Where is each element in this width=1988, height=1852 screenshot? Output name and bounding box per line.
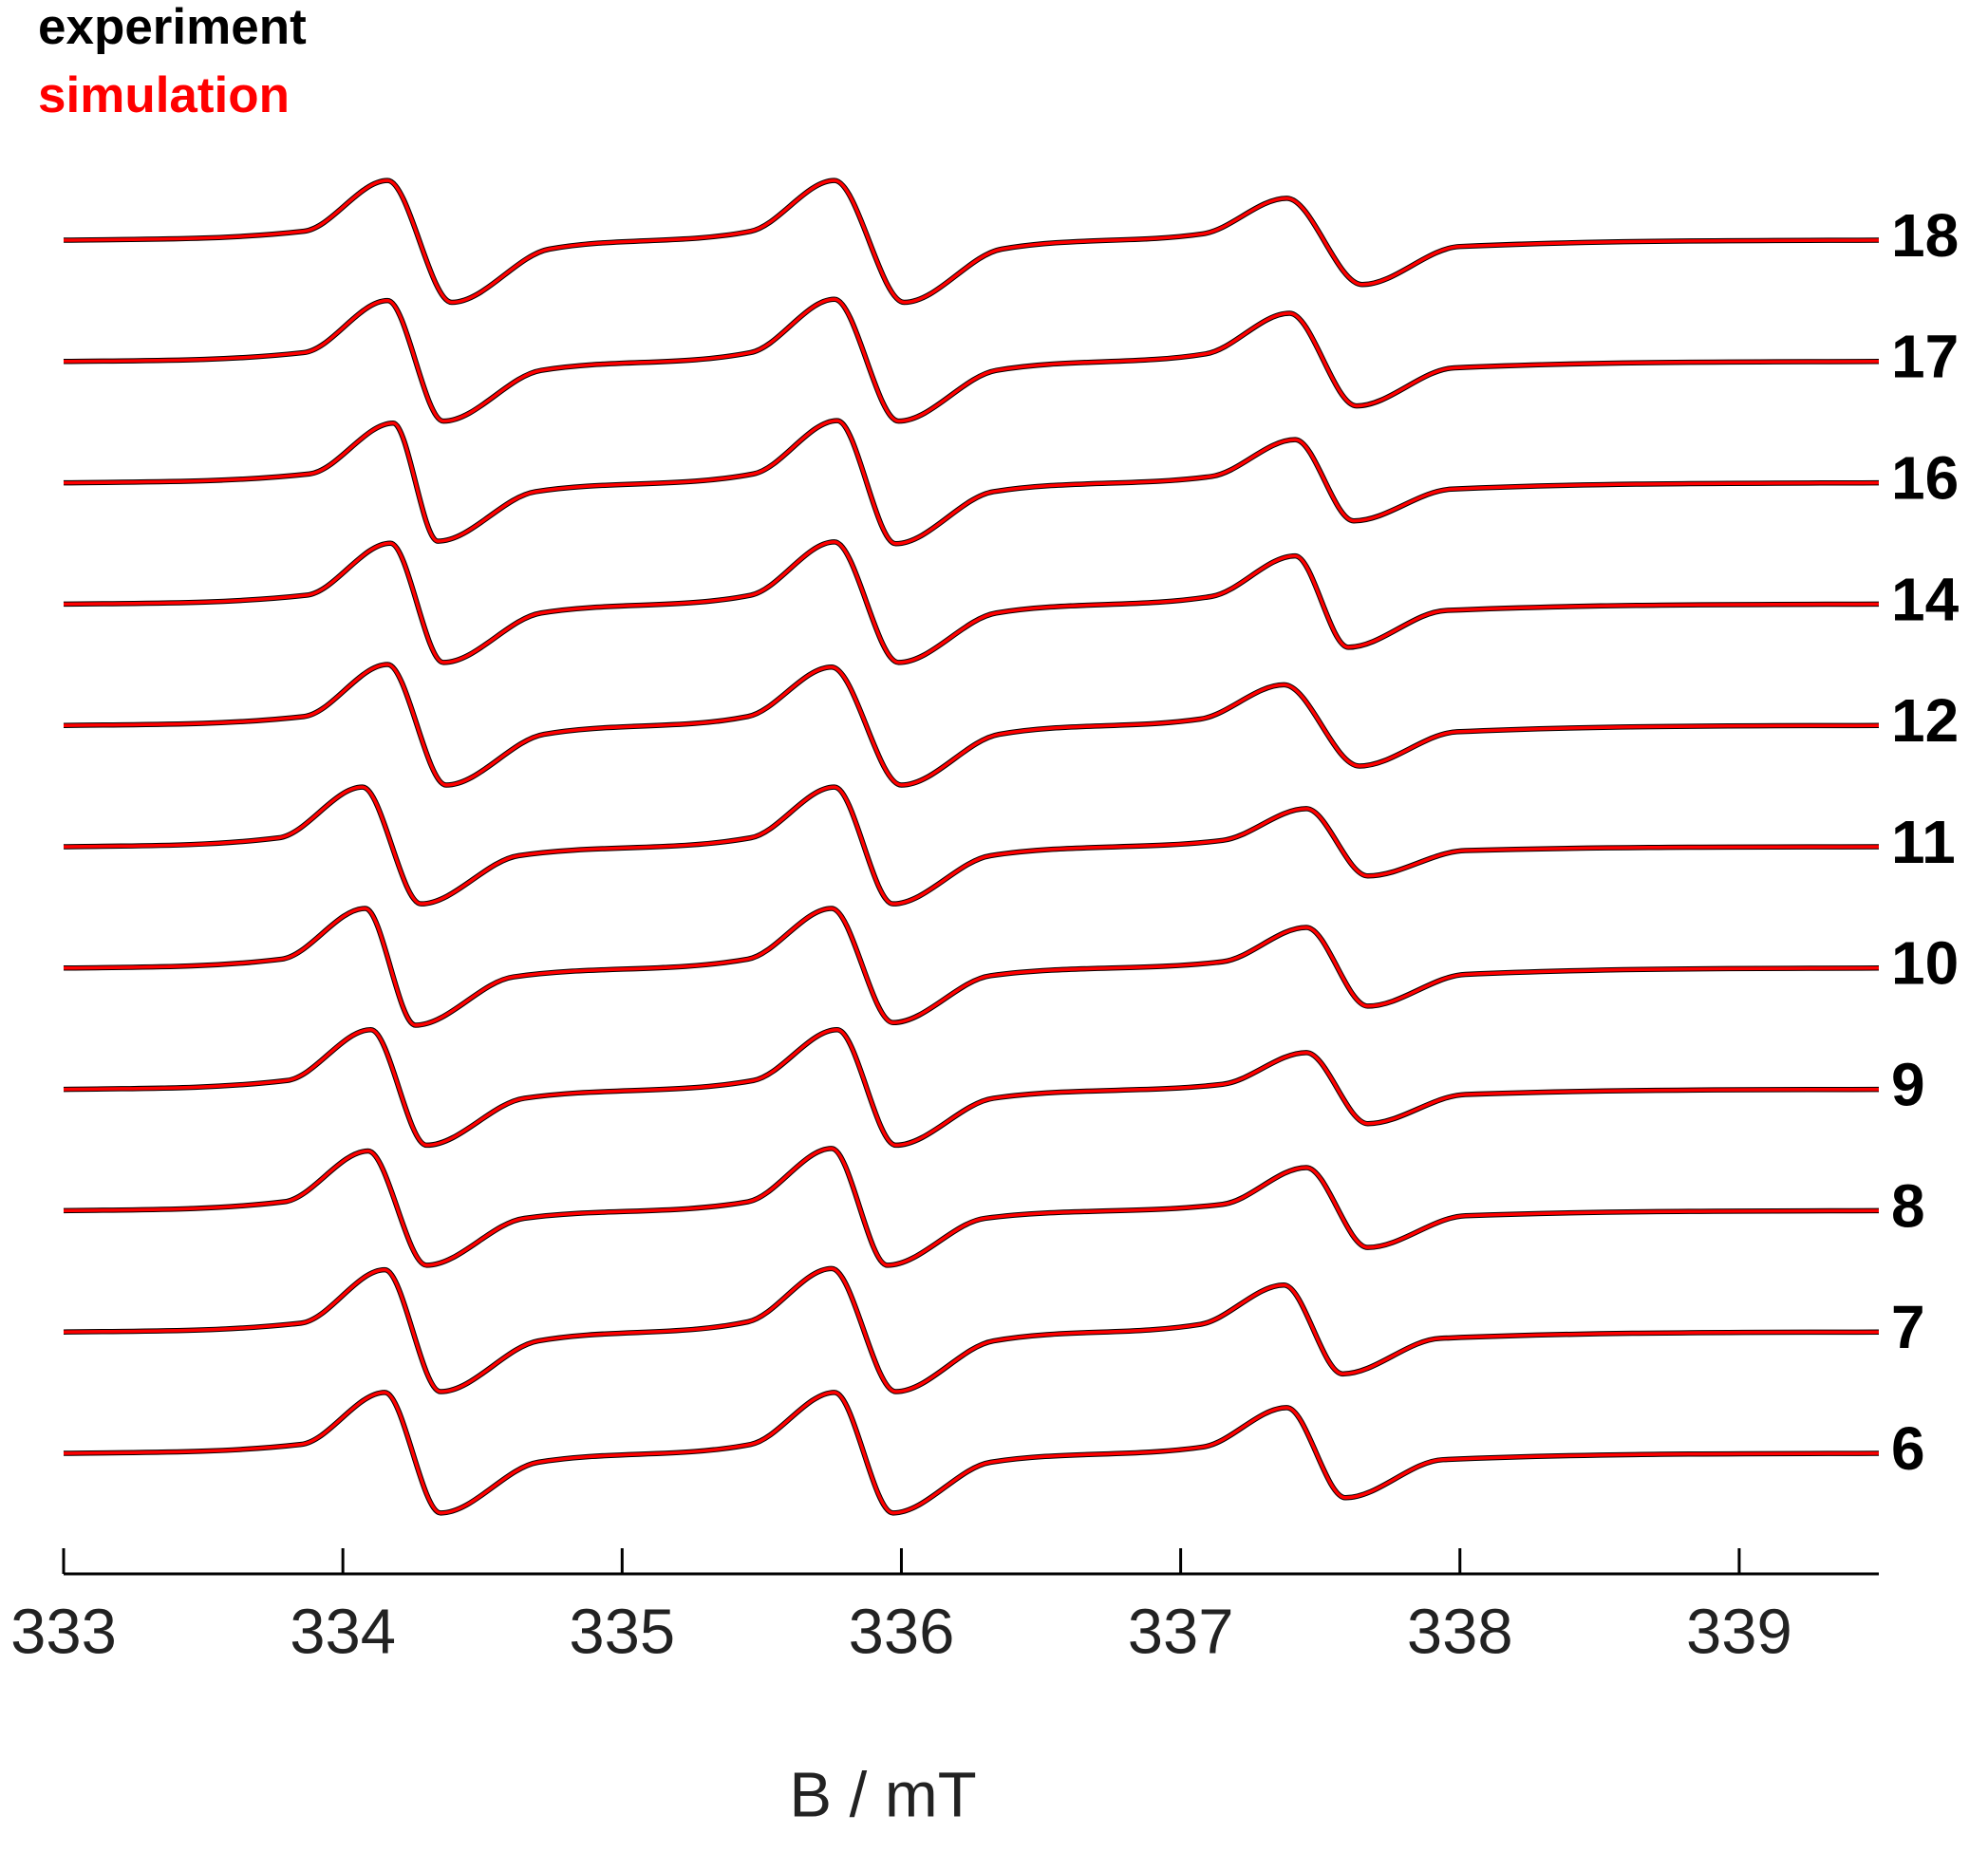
spectrum-line: [63, 419, 1880, 546]
spectrum-line: [63, 662, 1880, 788]
spectrum-line: [63, 296, 1880, 424]
trace-label: 14: [1891, 565, 1960, 633]
spectrum-line: [63, 1265, 1880, 1394]
spectrum-line: [63, 297, 1880, 423]
x-tick-label: 335: [569, 1597, 675, 1668]
trace-label: 18: [1891, 201, 1959, 270]
spectrum-line: [63, 907, 1880, 1027]
trace-label: 8: [1891, 1171, 1925, 1240]
spectrum-line: [63, 1266, 1880, 1394]
x-tick-label: 333: [10, 1597, 117, 1668]
x-tick-label: 338: [1407, 1597, 1513, 1668]
trace-label: 12: [1891, 686, 1959, 755]
trace-label: 17: [1891, 323, 1959, 391]
spectrum-line: [63, 1028, 1880, 1148]
spectrum-line: [63, 1390, 1880, 1516]
spectrum-line: [63, 418, 1880, 547]
legend-entry: simulation: [38, 67, 290, 123]
x-tick-label: 337: [1128, 1597, 1234, 1668]
trace-label: 9: [1891, 1051, 1925, 1119]
spectrum-line: [63, 540, 1880, 664]
trace-label: 16: [1891, 444, 1959, 513]
spectrum-line: [63, 539, 1880, 665]
x-tick-label: 334: [290, 1597, 396, 1668]
spectrum-line: [63, 784, 1880, 907]
spectrum-line: [63, 906, 1880, 1028]
x-tick-label: 339: [1686, 1597, 1792, 1668]
legend-entry: experiment: [38, 0, 307, 55]
x-axis-label: B / mT: [789, 1760, 976, 1831]
trace-label: 6: [1891, 1414, 1925, 1483]
spectrum-line: [63, 1147, 1880, 1267]
spectrum-line: [63, 178, 1880, 305]
x-tick-label: 336: [849, 1597, 955, 1668]
trace-label: 10: [1891, 929, 1959, 998]
spectrum-line: [63, 785, 1880, 906]
spectrum-line: [63, 663, 1880, 787]
spectrum-line: [63, 1391, 1880, 1515]
trace-label: 7: [1891, 1293, 1925, 1361]
trace-label: 11: [1891, 808, 1956, 876]
